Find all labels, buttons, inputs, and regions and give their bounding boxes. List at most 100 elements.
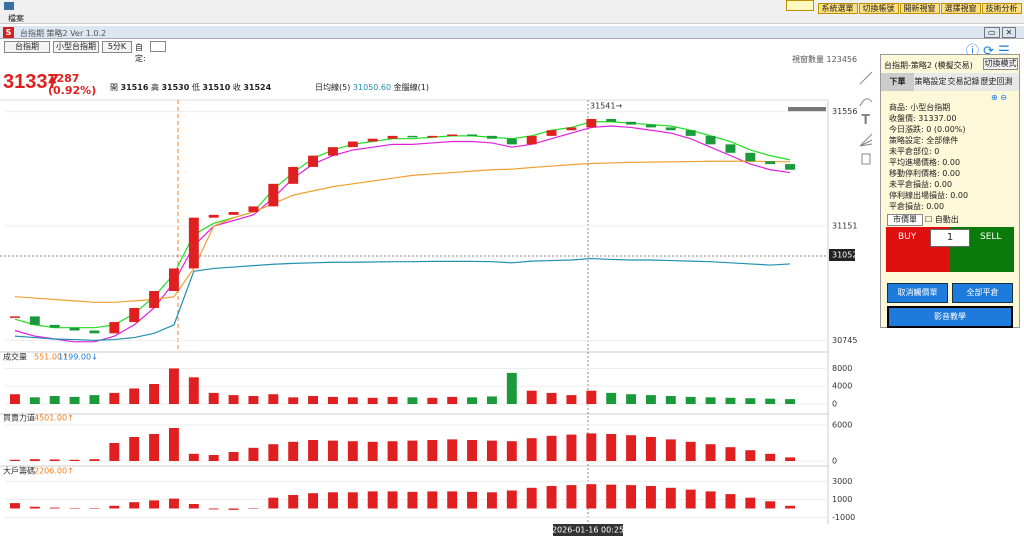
period-select[interactable]: 5分K xyxy=(102,41,132,53)
zoom-icons[interactable]: ⊕ ⊖ xyxy=(991,93,1007,102)
y-tick-label: 0 xyxy=(832,457,837,466)
y-tick-label: 31556 xyxy=(832,107,857,116)
bar xyxy=(109,392,120,404)
bar xyxy=(486,440,497,461)
top-icons[interactable]: ⓘ ⟳ ☰ xyxy=(966,44,1010,59)
order-type[interactable]: 市價單 xyxy=(887,214,923,226)
draw-tools[interactable]: T xyxy=(859,71,873,165)
bar xyxy=(29,506,40,509)
info-line: 今日漲跌: 0 (0.00%) xyxy=(889,125,966,134)
bar xyxy=(149,384,160,404)
candle xyxy=(626,121,637,125)
bar xyxy=(228,452,239,461)
candle xyxy=(387,135,398,139)
y-tick-label: 0 xyxy=(832,400,837,409)
tab[interactable]: 交易記錄 xyxy=(947,77,980,86)
candle xyxy=(506,138,517,145)
bar xyxy=(427,491,438,509)
bar xyxy=(29,459,40,461)
ohlc: 開 31516 高 31530 低 31510 收 31524 xyxy=(110,82,271,93)
bar xyxy=(387,441,398,461)
bar xyxy=(566,434,577,461)
ohlc-value: 31516 xyxy=(120,83,149,92)
bar xyxy=(288,495,299,509)
y-tick-label: 31151 xyxy=(832,221,857,230)
mode-button[interactable]: 切換模式 xyxy=(983,58,1018,70)
window-count-option[interactable]: 6 xyxy=(852,55,858,64)
bar xyxy=(268,497,279,509)
bar xyxy=(347,441,358,461)
range-handle[interactable] xyxy=(788,107,826,112)
candle xyxy=(606,118,617,122)
info-line: 未平倉部位: 0 xyxy=(889,147,940,156)
bar xyxy=(566,395,577,404)
window-controls[interactable]: ▭ ✕ xyxy=(984,27,1018,38)
candle xyxy=(228,212,239,215)
candle xyxy=(685,130,696,136)
tab[interactable]: 策略設定 xyxy=(914,77,947,86)
window-count-option[interactable]: 4 xyxy=(841,55,847,64)
tab[interactable]: 下單 xyxy=(881,73,914,91)
ohlc-value: 31530 xyxy=(161,83,190,92)
bar xyxy=(387,491,398,509)
bar xyxy=(566,485,577,509)
cancel-button[interactable]: 取消觸價單 xyxy=(887,283,948,303)
qty-input[interactable]: 1 xyxy=(930,229,970,247)
bar xyxy=(9,459,20,461)
menu-button[interactable]: 選擇視窗 xyxy=(940,3,981,14)
auto-exit[interactable]: ☐ 自動出 xyxy=(925,215,959,224)
panel-stat: 2206.00↑ xyxy=(34,467,74,476)
ohlc-label: 收 xyxy=(232,83,241,92)
bar xyxy=(248,508,259,509)
candle xyxy=(447,134,458,136)
window-count-option[interactable]: 1 xyxy=(826,55,832,64)
bar xyxy=(467,491,478,509)
bar xyxy=(129,388,140,404)
bar xyxy=(705,397,716,404)
window-count-option[interactable]: 5 xyxy=(846,55,853,64)
candle xyxy=(308,155,319,167)
product-select[interactable]: 小型台指期 xyxy=(53,41,99,53)
candle xyxy=(407,135,418,138)
bar xyxy=(69,508,80,509)
candle xyxy=(69,327,80,331)
info-line: 平倉損益: 0.00 xyxy=(889,202,945,211)
info-list: 商品: 小型台指期 收盤價: 31337.00 今日漲跌: 0 (0.00%) 策略設… xyxy=(889,102,968,212)
menu-button[interactable]: 技術分析 xyxy=(981,3,1022,14)
custom-input[interactable] xyxy=(150,41,166,52)
menu-button[interactable]: 切換帳號 xyxy=(858,3,899,14)
crosshair-time-box xyxy=(553,524,623,536)
panel-title: 大戶籌碼 xyxy=(3,466,35,476)
menu-button[interactable]: 系統選單 xyxy=(817,3,858,14)
window-count-label: 視窗數量 xyxy=(792,55,824,64)
tutorial-button[interactable]: 影音教學 xyxy=(887,306,1013,328)
bar xyxy=(645,395,656,404)
panel-title: 成交量 xyxy=(3,352,27,362)
candle xyxy=(486,135,497,139)
market-select[interactable]: 台指期 xyxy=(4,41,50,53)
bar xyxy=(367,441,378,461)
bar xyxy=(765,501,776,509)
ohlc-value: 31510 xyxy=(202,83,231,92)
info-line: 策略設定: 全部條件 xyxy=(889,136,959,145)
tab[interactable]: 歷史回測 xyxy=(980,77,1013,86)
bar xyxy=(725,397,736,404)
bar xyxy=(546,435,557,461)
menu-button[interactable]: 開新視窗 xyxy=(899,3,940,14)
window-count-option[interactable]: 3 xyxy=(836,55,842,64)
file-menu[interactable]: 檔案 xyxy=(8,14,24,23)
svg-text:T: T xyxy=(861,113,870,127)
window-count-option[interactable]: 2 xyxy=(831,55,837,64)
bar xyxy=(546,486,557,509)
close-all-button[interactable]: 全部平倉 xyxy=(952,283,1013,303)
menu-bar: 檔案 系統選單 切換帳號 開新視窗 選擇視窗 技術分析 xyxy=(0,0,1024,24)
window-icon: S xyxy=(3,27,14,38)
bar xyxy=(208,508,219,510)
bar xyxy=(626,485,637,509)
bar xyxy=(645,437,656,461)
bar xyxy=(546,392,557,404)
tabs: 下單 策略設定交易記錄歷史回測 xyxy=(881,73,1019,91)
bar xyxy=(685,441,696,461)
bar xyxy=(268,394,279,404)
